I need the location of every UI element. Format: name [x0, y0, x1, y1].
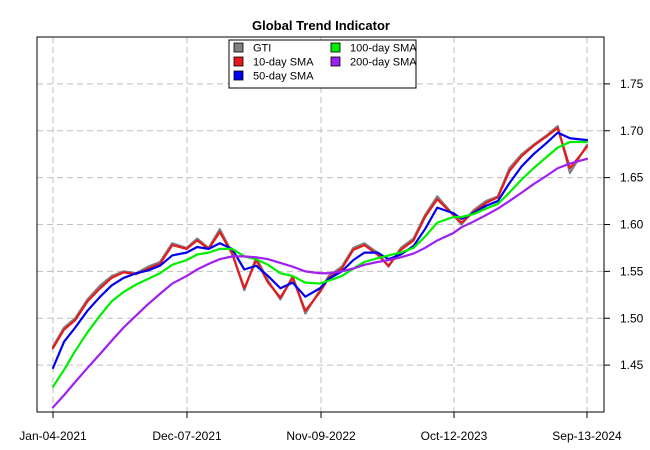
legend-label-5: 200-day SMA [350, 57, 417, 69]
y-tick-label: 1.50 [620, 311, 644, 325]
legend-label-1: GTI [253, 43, 271, 55]
series-line-5 [51, 157, 589, 409]
y-tick-label: 1.60 [620, 218, 644, 232]
legend-label-3: 50-day SMA [253, 71, 314, 83]
y-tick-label: 1.70 [620, 124, 644, 138]
series-line-1 [51, 124, 589, 348]
series-line-3 [51, 131, 589, 370]
y-tick-label: 1.75 [620, 77, 644, 91]
legend-label-4: 100-day SMA [350, 43, 417, 55]
y-tick-label: 1.45 [620, 358, 644, 372]
axes: Jan-04-2021 Dec-07-2021 Nov-09-2022 Oct-12-… [19, 77, 643, 443]
x-tick-label: Nov-09-2022 [286, 429, 356, 443]
x-tick-label: Sep-13-2024 [552, 429, 622, 443]
y-tick-label: 1.55 [620, 264, 644, 278]
legend-swatch-3 [233, 70, 244, 81]
x-tick-label: Jan-04-2021 [19, 429, 87, 443]
series-lines [51, 124, 589, 409]
legend-swatch-5 [330, 56, 341, 67]
series-line-4 [51, 140, 589, 388]
legend-box [228, 39, 417, 89]
y-tick-label: 1.65 [620, 171, 644, 185]
legend-swatch-4 [330, 42, 341, 53]
chart-title: Global Trend Indicator [252, 18, 390, 33]
grid-lines [37, 37, 604, 412]
legend-swatch-1 [233, 42, 244, 53]
legend-label-2: 10-day SMA [253, 57, 314, 69]
x-tick-label: Oct-12-2023 [421, 429, 488, 443]
legend: GTI 10-day SMA 50-day SMA 100-day SMA 200-da… [228, 39, 417, 89]
x-tick-label: Dec-07-2021 [152, 429, 222, 443]
series-line-2 [51, 126, 589, 350]
legend-swatch-2 [233, 56, 244, 67]
